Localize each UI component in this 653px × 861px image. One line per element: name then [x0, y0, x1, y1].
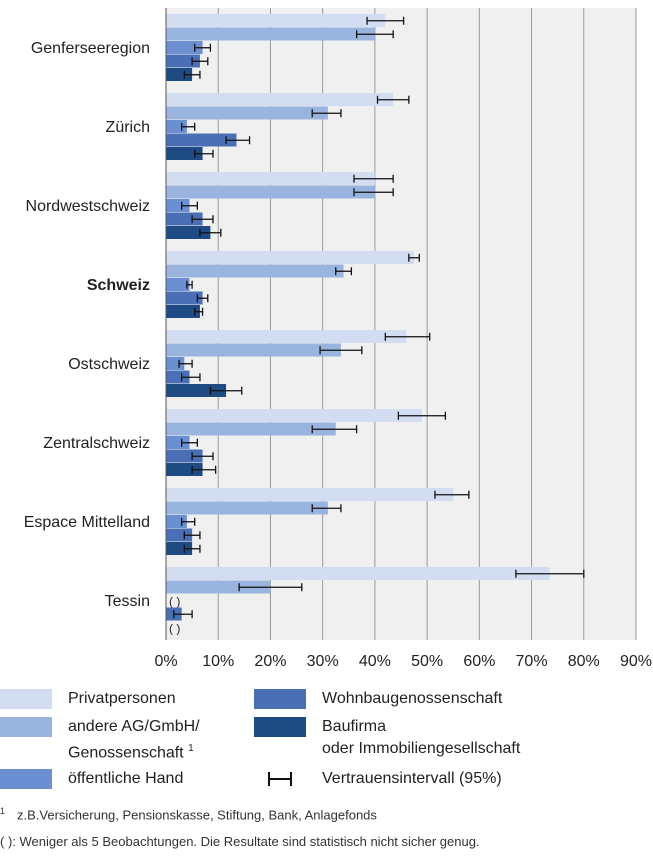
legend-label: andere AG/GmbH/ — [68, 718, 200, 735]
category-label-genferseeregion: Genferseeregion — [31, 40, 150, 57]
x-tick-label: 30% — [307, 653, 339, 670]
legend-label: Baufirma — [322, 718, 387, 735]
bar-schweiz-baufirma-oder-immobiliengesellschaft — [166, 305, 200, 318]
bar-zentralschweiz-baufirma-oder-immobiliengesellschaft — [166, 463, 203, 476]
category-label-schweiz: Schweiz — [87, 277, 150, 294]
legend-item-vertrauensintervall: Vertrauensintervall (95%) — [254, 768, 502, 790]
bar-zürich-baufirma-oder-immobiliengesellschaft — [166, 147, 203, 160]
x-tick-label: 90% — [620, 653, 652, 670]
x-tick-label: 20% — [254, 653, 286, 670]
legend-item-wohnbaugenossenschaft: Wohnbaugenossenschaft — [254, 688, 502, 710]
category-label-tessin: Tessin — [105, 593, 150, 610]
footnote-text: ( ): Weniger als 5 Beobachtungen. Die Re… — [0, 834, 480, 849]
bar-zürich-privatpersonen — [166, 93, 394, 106]
legend-label-line2: Genossenschaft — [68, 744, 184, 762]
x-tick-label: 70% — [516, 653, 548, 670]
bar-zentralschweiz-andere-ag-gmbh-genossenschaft — [166, 422, 336, 436]
category-label-zürich: Zürich — [106, 119, 150, 136]
bar-zentralschweiz-öffentliche-hand — [166, 436, 190, 449]
missing-value-label: ( ) — [169, 595, 180, 609]
bar-genferseeregion-öffentliche-hand — [166, 41, 203, 54]
category-label-nordwestschweiz: Nordwestschweiz — [26, 198, 150, 215]
bar-nordwestschweiz-baufirma-oder-immobiliengesellschaft — [166, 226, 211, 239]
category-label-zentralschweiz: Zentralschweiz — [43, 435, 150, 452]
x-tick-label: 40% — [359, 653, 391, 670]
legend-item-privatpersonen: Privatpersonen — [0, 688, 176, 710]
footnote-1: 1 z.B.Versicherung, Pensionskasse, Stiftu… — [0, 806, 377, 822]
bar-tessin-andere-ag-gmbh-genossenschaft — [166, 580, 271, 594]
bar-nordwestschweiz-wohnbaugenossenschaft — [166, 212, 203, 226]
bar-ostschweiz-wohnbaugenossenschaft — [166, 370, 190, 384]
bar-zentralschweiz-privatpersonen — [166, 409, 422, 422]
x-tick-label: 60% — [463, 653, 495, 670]
bar-ostschweiz-öffentliche-hand — [166, 357, 185, 370]
legend-swatch-privatpersonen — [0, 689, 52, 709]
bar-ostschweiz-privatpersonen — [166, 330, 407, 343]
category-label-espace-mittelland: Espace Mittelland — [24, 514, 150, 531]
bar-schweiz-privatpersonen — [166, 251, 415, 264]
legend-swatch-andere — [0, 717, 52, 737]
legend-footnote-mark: 1 — [188, 743, 194, 754]
bar-espace-mittelland-wohnbaugenossenschaft — [166, 528, 193, 542]
bar-zentralschweiz-wohnbaugenossenschaft — [166, 449, 203, 463]
legend-swatch-baufirma — [254, 717, 306, 737]
legend-swatch-oeffentliche-hand — [0, 769, 52, 789]
x-tick-label: 10% — [202, 653, 234, 670]
bar-schweiz-öffentliche-hand — [166, 278, 190, 291]
legend-label: Vertrauensintervall (95%) — [322, 770, 502, 787]
bar-ostschweiz-andere-ag-gmbh-genossenschaft — [166, 343, 341, 357]
bar-espace-mittelland-privatpersonen — [166, 488, 454, 501]
x-tick-label: 80% — [568, 653, 600, 670]
legend-item-oeffentliche-hand: öffentliche Hand — [0, 768, 183, 790]
footnote-text: z.B.Versicherung, Pensionskasse, Stiftun… — [17, 807, 377, 823]
bar-schweiz-andere-ag-gmbh-genossenschaft — [166, 264, 344, 278]
legend-item-baufirma: Baufirma oder Immobiliengesellschaft — [254, 716, 520, 760]
category-label-ostschweiz: Ostschweiz — [68, 356, 150, 373]
bar-ostschweiz-baufirma-oder-immobiliengesellschaft — [166, 384, 227, 397]
bar-genferseeregion-privatpersonen — [166, 14, 386, 27]
legend-label: Privatpersonen — [68, 690, 176, 707]
bar-nordwestschweiz-privatpersonen — [166, 172, 375, 185]
missing-value-label: ( ) — [169, 622, 180, 636]
x-tick-label: 0% — [154, 653, 177, 670]
bar-tessin-privatpersonen — [166, 567, 550, 580]
legend-label: Wohnbaugenossenschaft — [322, 690, 503, 707]
bar-genferseeregion-andere-ag-gmbh-genossenschaft — [166, 27, 375, 41]
legend-label-line2: oder Immobiliengesellschaft — [322, 740, 521, 757]
bar-schweiz-wohnbaugenossenschaft — [166, 291, 203, 305]
bar-chart: 0% 10% 20% 30% 40% 50% 60% 70% 80% 90% Genferseere… — [24, 8, 652, 670]
bar-genferseeregion-baufirma-oder-immobiliengesellschaft — [166, 68, 193, 81]
bar-genferseeregion-wohnbaugenossenschaft — [166, 54, 200, 68]
legend-label: öffentliche Hand — [68, 770, 184, 787]
footnote-mark: 1 — [0, 806, 6, 816]
footnote-2: ( ): Weniger als 5 Beobachtungen. Die Re… — [0, 834, 480, 849]
bar-espace-mittelland-baufirma-oder-immobiliengesellschaft — [166, 542, 193, 555]
legend: Privatpersonen andere AG/GmbH/ Genossens… — [0, 680, 653, 790]
legend-item-andere: andere AG/GmbH/ Genossenschaft 1 — [0, 716, 200, 764]
bar-nordwestschweiz-andere-ag-gmbh-genossenschaft — [166, 185, 375, 199]
bar-espace-mittelland-andere-ag-gmbh-genossenschaft — [166, 501, 328, 515]
legend-swatch-wohnbaugenossenschaft — [254, 689, 306, 709]
bar-nordwestschweiz-öffentliche-hand — [166, 199, 190, 212]
bar-zürich-wohnbaugenossenschaft — [166, 133, 237, 147]
confidence-interval-icon — [254, 769, 306, 789]
x-tick-label: 50% — [411, 653, 443, 670]
bar-zürich-andere-ag-gmbh-genossenschaft — [166, 106, 328, 120]
